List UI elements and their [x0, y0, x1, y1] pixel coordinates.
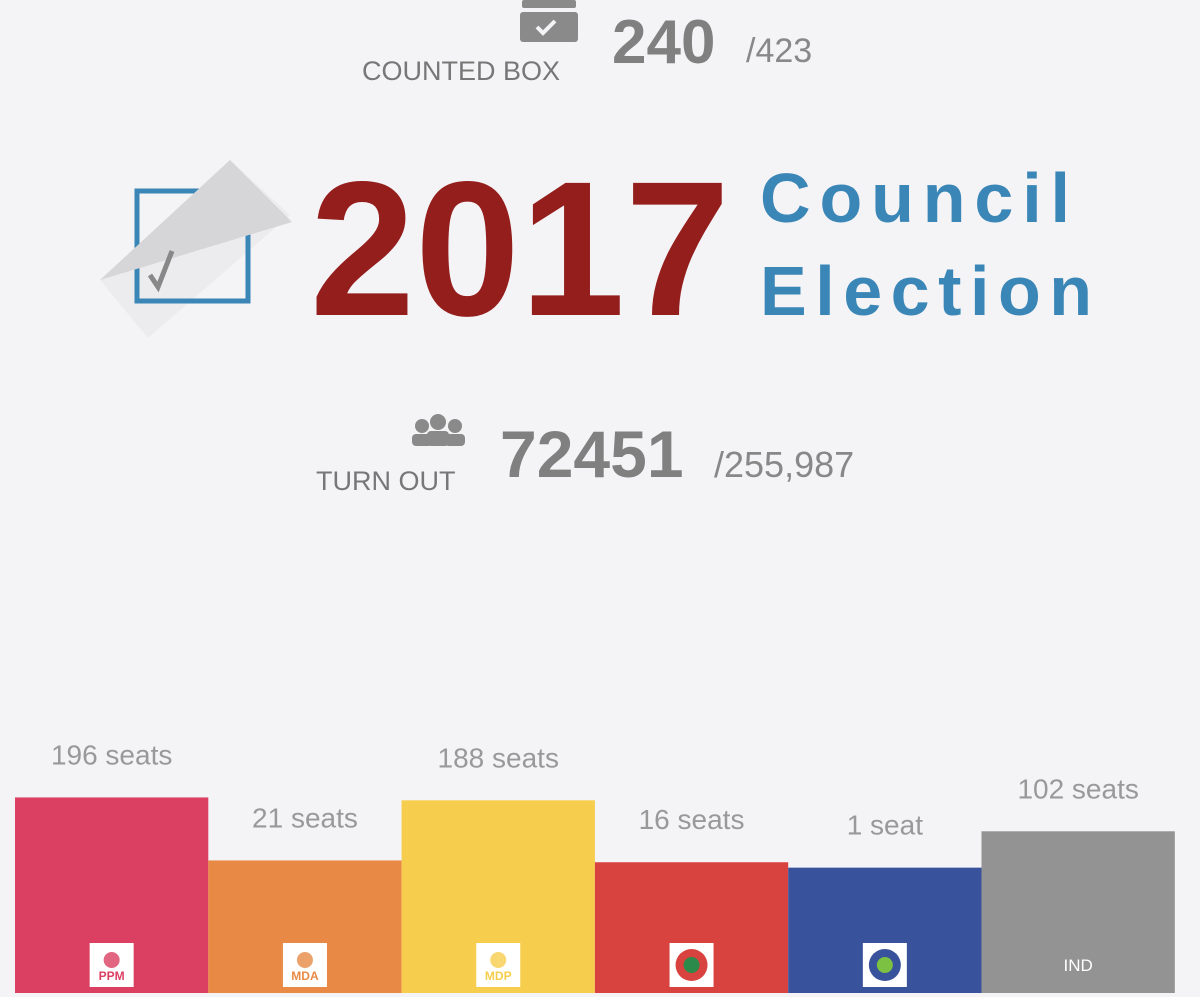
value-label: 1 seat — [847, 810, 923, 841]
logo-mark — [103, 952, 120, 968]
bar — [981, 831, 1175, 993]
logo-inner — [683, 957, 700, 973]
value-label: 21 seats — [252, 802, 358, 833]
logo-inner — [876, 957, 893, 973]
value-label: 188 seats — [438, 742, 559, 773]
title-line1: Council — [760, 159, 1070, 237]
party-label: MDA — [291, 969, 319, 983]
party-label: IND — [1064, 956, 1093, 975]
turnout-label: TURN OUT — [316, 466, 455, 496]
ballot-box-icon — [520, 0, 578, 42]
value-label: 102 seats — [1017, 773, 1138, 804]
turnout-value: 72451 — [500, 417, 684, 491]
logo-mark — [490, 952, 507, 968]
counted-total: /423 — [746, 32, 812, 70]
value-label: 196 seats — [51, 739, 172, 770]
party-label: MDP — [485, 969, 512, 983]
seat-chart: 196 seats PPM 21 seats MDA 188 seats MDP 16 se… — [15, 739, 1175, 993]
value-label: 16 seats — [639, 804, 745, 835]
counted-value: 240 — [612, 8, 715, 77]
ballot-logo — [100, 160, 292, 338]
year: 2017 — [310, 141, 730, 356]
party-label: PPM — [99, 969, 125, 983]
turnout-total: /255,987 — [714, 444, 854, 485]
title-line2: Election — [760, 252, 1092, 330]
people-icon — [412, 414, 465, 446]
counted-label: COUNTED BOX — [362, 56, 560, 86]
logo-mark — [296, 952, 313, 968]
